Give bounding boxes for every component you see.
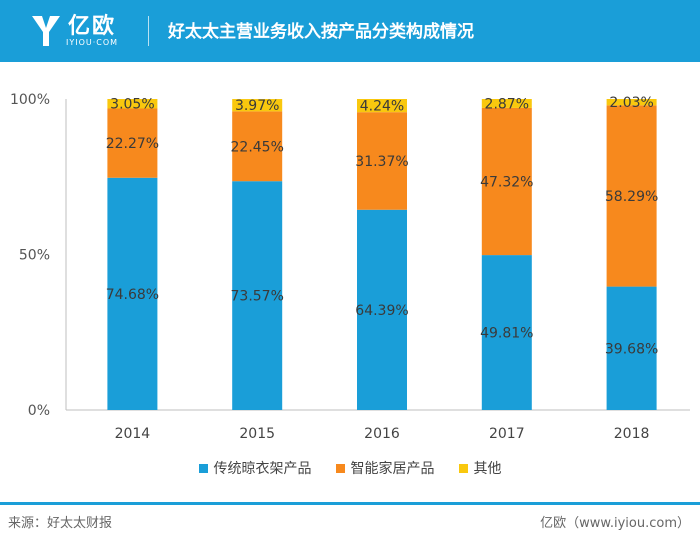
stacked-bar-chart: 0% 50% 100% 74.68% 22.27% 3.05% 2014 73.57% 22.4…	[10, 92, 690, 442]
y-tick-label: 0%	[28, 403, 50, 419]
page-title: 好太太主营业务收入按产品分类构成情况	[168, 22, 474, 42]
data-label: 58.29%	[605, 189, 658, 205]
x-tick-label: 2017	[489, 426, 525, 442]
bar-segment	[606, 105, 657, 287]
logo: 亿欧 IYIOU·COM	[30, 8, 135, 54]
y-tick-label: 100%	[10, 92, 50, 108]
legend: 传统晾衣架产品 智能家居产品 其他	[0, 458, 700, 478]
bar-segment	[481, 99, 532, 108]
legend-label-traditional: 传统晾衣架产品	[213, 461, 312, 477]
bar-segment	[357, 209, 407, 410]
bar-segment	[481, 255, 532, 410]
x-tick-label: 2018	[614, 426, 650, 442]
x-tick-label: 2015	[239, 426, 275, 442]
source-note: 来源：好太太财报	[8, 516, 113, 531]
y-tick-label: 50%	[19, 248, 50, 264]
data-label: 73.57%	[231, 289, 284, 305]
data-label: 22.45%	[231, 139, 284, 155]
data-label: 31.37%	[355, 154, 408, 170]
bar-segment	[232, 181, 283, 410]
header-bar: 亿欧 IYIOU·COM 好太太主营业务收入按产品分类构成情况	[0, 0, 700, 62]
logo-subtext: IYIOU·COM	[66, 38, 119, 47]
data-label: 39.68%	[605, 341, 658, 357]
data-label: 64.39%	[355, 303, 408, 319]
bar-segment	[606, 286, 657, 410]
logo-text: 亿欧	[68, 14, 117, 39]
bar-segment	[357, 99, 407, 113]
legend-label-smart-home: 智能家居产品	[350, 461, 435, 477]
bar-segment	[232, 99, 283, 112]
data-label: 2.87%	[485, 96, 529, 112]
data-label: 22.27%	[106, 136, 159, 152]
bar-segment	[606, 99, 657, 106]
data-label: 3.97%	[235, 98, 279, 114]
legend-item-traditional: 传统晾衣架产品	[198, 458, 312, 478]
x-tick-label: 2014	[115, 426, 151, 442]
header-divider	[148, 16, 149, 46]
legend-label-other: 其他	[473, 461, 502, 477]
bar-segment	[107, 108, 158, 178]
bar-segment	[481, 107, 532, 256]
legend-item-smart-home: 智能家居产品	[335, 458, 435, 478]
bar-segment	[107, 177, 158, 410]
bar-segment	[357, 112, 407, 210]
footer-rule	[0, 502, 700, 505]
data-label: 2.03%	[609, 95, 653, 111]
chart-area: 0% 50% 100% 74.68% 22.27% 3.05% 2014 73.57% 22.4…	[0, 62, 700, 456]
bar-segment	[232, 111, 283, 182]
data-label: 3.05%	[110, 97, 154, 113]
data-label: 4.24%	[360, 99, 404, 115]
legend-swatch-smart-home	[335, 463, 345, 473]
data-label: 47.32%	[480, 175, 533, 191]
logo-mark-icon	[32, 16, 60, 46]
x-tick-label: 2016	[364, 426, 400, 442]
credit-note: 亿欧（www.iyiou.com）	[540, 516, 690, 531]
bar-segment	[107, 99, 158, 109]
data-label: 49.81%	[480, 326, 533, 342]
legend-swatch-other	[458, 463, 468, 473]
legend-swatch-traditional	[198, 463, 208, 473]
data-label: 74.68%	[106, 287, 159, 303]
legend-item-other: 其他	[458, 458, 502, 478]
